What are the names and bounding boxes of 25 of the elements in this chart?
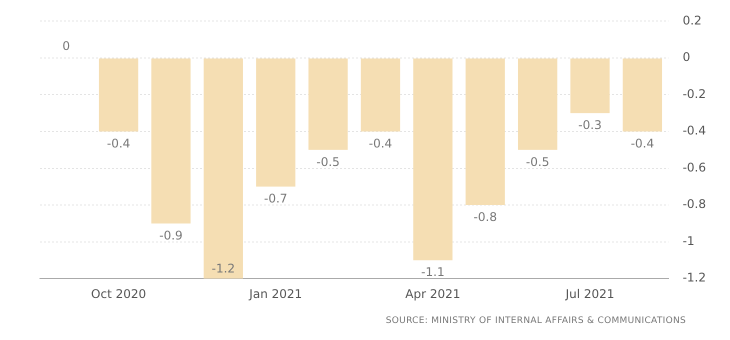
data-label: -1.1 [421,265,445,280]
y-tick-label: 0 [682,50,690,64]
data-label: -0.9 [159,228,183,242]
y-tick-label: -1.2 [682,270,706,285]
y-tick-label: -0.8 [682,197,706,212]
x-tick-label: Jan 2021 [248,286,302,301]
data-label: -0.7 [264,192,288,206]
y-tick-label: 0.2 [682,13,702,28]
data-label: -0.4 [368,136,392,151]
data-label: -1.2 [212,262,236,276]
data-label: -0.4 [106,136,130,151]
data-label: -0.4 [630,136,654,151]
y-tick-label: -0.4 [682,124,706,138]
data-label: 0 [62,38,70,53]
data-label: -0.3 [578,118,602,132]
x-tick-label: Jul 2021 [564,286,614,301]
y-tick-label: -0.2 [682,86,706,101]
x-tick-label: Oct 2020 [91,286,146,301]
data-label: -0.8 [474,210,497,224]
y-tick-label: -1 [682,234,695,248]
data-label: -0.5 [526,154,550,169]
data-label: -0.5 [316,154,340,169]
x-tick-label: Apr 2021 [405,286,460,301]
source-note: SOURCE: MINISTRY OF INTERNAL AFFAIRS & COMMUNICATIONS [386,316,686,326]
y-tick-label: -0.6 [682,160,706,174]
